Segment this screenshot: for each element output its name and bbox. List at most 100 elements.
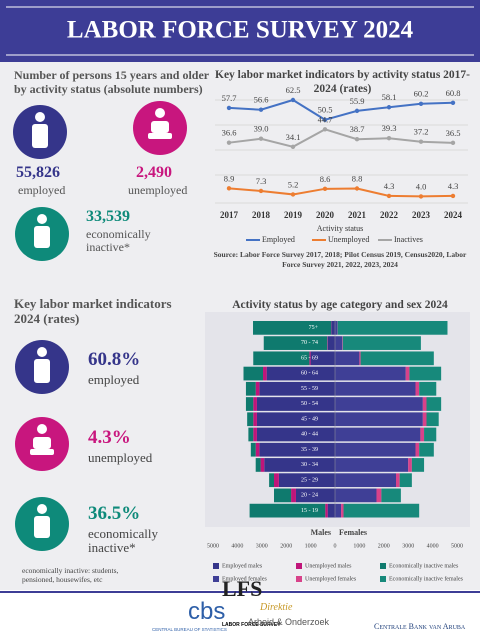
data-label: 60.2 xyxy=(414,89,429,99)
bar-segment xyxy=(245,397,254,411)
stat-value: 2,490 xyxy=(136,164,172,181)
x-tick-label: 5000 xyxy=(207,543,219,549)
point xyxy=(386,105,392,110)
bar-segment xyxy=(256,427,335,442)
bar-segment xyxy=(411,458,425,472)
y-tick-label: 25 - 29 xyxy=(301,477,318,483)
bar-segment xyxy=(255,442,260,457)
point xyxy=(418,194,424,199)
bar-segment xyxy=(422,412,427,427)
bar-segment xyxy=(255,458,261,472)
point xyxy=(354,137,360,142)
legend-label: Unemployed xyxy=(328,235,369,244)
data-label: 44.7 xyxy=(318,114,333,124)
bar-segment xyxy=(337,321,448,335)
data-label: 39.3 xyxy=(382,123,397,133)
stat-label: unemployed xyxy=(128,183,188,197)
point xyxy=(290,192,296,197)
point xyxy=(226,140,232,145)
page-title: LABOR FORCE SURVEY 2024 xyxy=(67,17,414,44)
bar-segment xyxy=(309,351,311,366)
y-tick-label: 30 - 34 xyxy=(301,462,318,468)
y-tick-label: 65 - 69 xyxy=(301,355,318,361)
stat-label: economically inactive* xyxy=(86,227,151,254)
data-label: 8.9 xyxy=(224,173,235,183)
bar-segment xyxy=(253,321,332,335)
data-label: 4.0 xyxy=(416,181,427,191)
stat-value: 55,826 xyxy=(16,164,60,181)
bar-segment xyxy=(420,427,425,442)
y-tick-label: 70 - 74 xyxy=(301,340,318,346)
bar-segment xyxy=(415,381,420,396)
logo-caption: Arbeid & Onderzoek xyxy=(248,617,330,627)
x-tick-label: 1000 xyxy=(305,543,317,549)
data-label: 5.2 xyxy=(288,179,299,189)
x-tick-label: 2000 xyxy=(280,543,292,549)
bar-segment xyxy=(343,503,420,518)
legend-swatch xyxy=(213,576,219,582)
x-tick-label: 2017 xyxy=(220,210,239,220)
data-label: 4.3 xyxy=(384,181,395,191)
x-tick-label: 2022 xyxy=(380,210,399,220)
bar-segment xyxy=(335,381,416,396)
bar-segment xyxy=(335,442,416,457)
stat-label: employed xyxy=(18,183,66,197)
point xyxy=(290,144,296,150)
chart-title: Key labor market indicators by activity … xyxy=(215,69,471,95)
legend-label: Unemployed females xyxy=(305,575,357,582)
bar-segment xyxy=(253,427,257,442)
footer-band xyxy=(0,590,480,640)
data-label: 56.6 xyxy=(254,95,269,105)
logo-caption: LABOR FORCE SURVEY xyxy=(222,622,281,628)
bar-segment xyxy=(266,366,335,381)
bar-segment xyxy=(335,321,338,335)
data-label: 50.5 xyxy=(318,105,333,115)
bar-segment xyxy=(335,488,377,503)
bar-segment xyxy=(426,397,442,411)
series-line xyxy=(228,98,454,121)
bar-segment xyxy=(247,412,254,427)
bar-segment xyxy=(335,397,423,411)
bar-segment xyxy=(243,366,264,381)
bar-segment xyxy=(260,458,265,472)
x-tick-label: 2018 xyxy=(252,210,271,220)
bar-segment xyxy=(249,503,326,518)
legend-label: Employed males xyxy=(222,563,263,569)
x-tick-label: 3000 xyxy=(256,543,268,549)
data-label: 34.1 xyxy=(286,132,301,142)
bar-segment xyxy=(405,366,410,381)
bar-segment xyxy=(253,397,257,411)
bar-segment xyxy=(248,427,254,442)
bar-segment xyxy=(399,473,412,488)
bar-segment xyxy=(256,397,335,411)
data-label: 55.9 xyxy=(350,96,365,106)
header-band xyxy=(0,0,480,62)
bar-segment xyxy=(291,488,296,503)
bar-segment xyxy=(256,412,335,427)
bar-segment xyxy=(359,351,361,366)
bar-segment xyxy=(274,473,279,488)
data-label: 57.7 xyxy=(222,93,237,103)
y-tick-label: 45 - 49 xyxy=(301,416,318,422)
y-tick-label: 35 - 39 xyxy=(301,447,318,453)
point xyxy=(258,107,264,112)
bar-segment xyxy=(310,351,335,366)
rate-label: unemployed xyxy=(88,450,153,465)
section-heading: Key labor market indicators 2024 (rates) xyxy=(14,296,172,326)
bar-segment xyxy=(381,488,401,503)
bar-segment xyxy=(253,412,257,427)
legend-swatch xyxy=(213,563,219,569)
point xyxy=(386,136,392,141)
bar-segment xyxy=(335,366,406,381)
legend-swatch xyxy=(380,576,386,582)
bar-segment xyxy=(335,503,342,518)
data-label: 8.6 xyxy=(320,174,331,184)
stat-value: 33,539 xyxy=(86,208,130,225)
bar-segment xyxy=(419,381,437,396)
bar-segment xyxy=(295,488,335,503)
bar-segment xyxy=(424,427,437,442)
bar-segment xyxy=(415,442,420,457)
data-label: 60.8 xyxy=(446,88,461,98)
